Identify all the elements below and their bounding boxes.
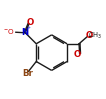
Text: N: N: [22, 28, 29, 37]
Text: O: O: [85, 31, 92, 40]
Text: O: O: [74, 50, 81, 59]
Text: $^{-}$O: $^{-}$O: [3, 27, 15, 36]
Text: CH$_3$: CH$_3$: [88, 31, 102, 41]
Text: O: O: [26, 18, 34, 27]
Text: $^{+}$: $^{+}$: [26, 25, 31, 31]
Text: Br: Br: [22, 69, 33, 78]
